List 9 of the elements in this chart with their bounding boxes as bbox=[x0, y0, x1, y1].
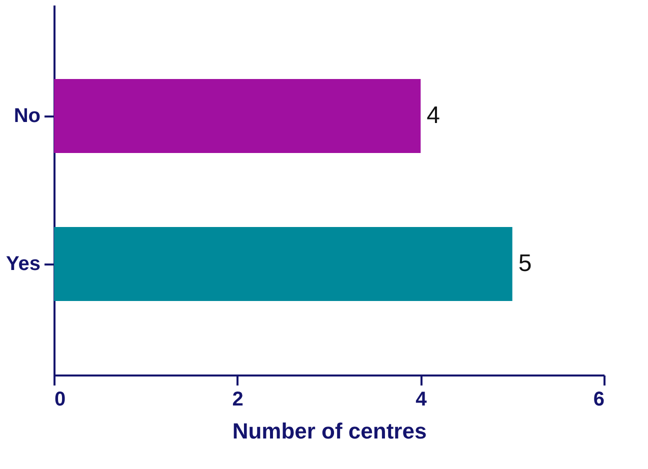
y-tick-label: No bbox=[14, 105, 40, 127]
x-tick-label: 4 bbox=[416, 388, 428, 410]
x-tick-label: 0 bbox=[54, 388, 66, 410]
y-tick-label: Yes bbox=[6, 253, 40, 275]
data-label: 5 bbox=[518, 250, 532, 277]
x-tick-label: 6 bbox=[593, 388, 604, 410]
data-label: 4 bbox=[426, 102, 440, 129]
x-tick-label: 2 bbox=[232, 388, 244, 410]
x-axis-title: Number of centres bbox=[232, 418, 427, 444]
